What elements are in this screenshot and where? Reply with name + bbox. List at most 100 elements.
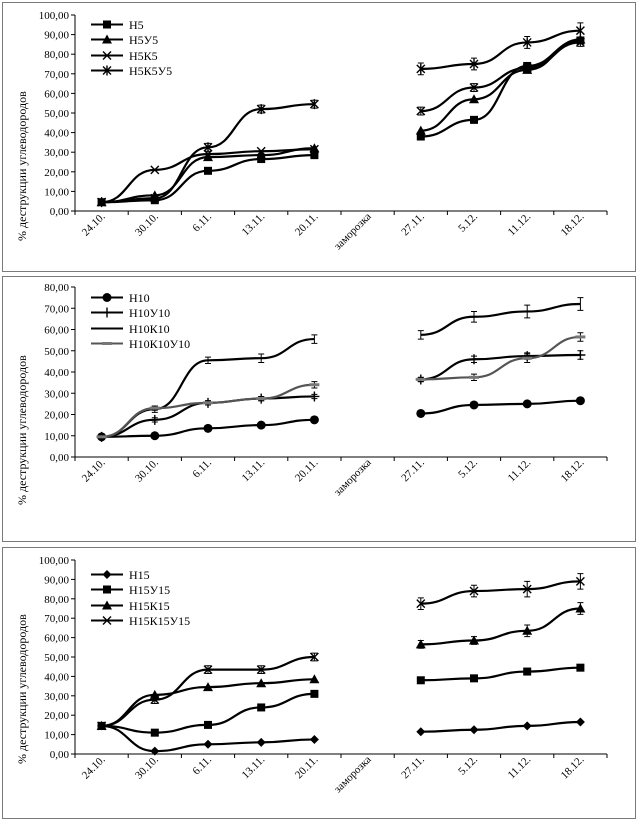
series-line <box>420 580 581 605</box>
data-point <box>204 720 212 729</box>
y-tick-label: 70,00 <box>44 69 69 81</box>
x-tick-label: 18.12. <box>559 210 587 238</box>
data-point <box>256 104 266 115</box>
chart-panel-top: 0,00 10,00 20,00 30,00 40,00 50,00 60,00 70,00 8… <box>2 2 636 272</box>
y-tick-label: 0,00 <box>50 206 70 218</box>
error-bar <box>205 356 211 364</box>
x-tick-label: 18.12. <box>559 456 587 484</box>
series-line <box>420 607 581 646</box>
data-point <box>575 37 585 47</box>
data-point <box>522 584 532 594</box>
x-tick-label: 11.12. <box>506 753 534 781</box>
data-point <box>256 150 267 160</box>
data-point <box>469 586 479 596</box>
series-Н15К15 <box>96 602 586 730</box>
y-axis-label: % деструкции углеводородов <box>15 614 29 764</box>
y-tick-label: 30,00 <box>44 691 69 703</box>
data-point <box>575 25 585 36</box>
legend-label: Н10К10У10 <box>129 337 191 352</box>
x-tick-label: заморозка <box>332 754 374 796</box>
legend-label: Н15К15 <box>129 598 170 613</box>
legend-symbol <box>91 293 123 302</box>
data-point <box>416 599 426 609</box>
chart-panel-bottom: 0,00 10,00 20,00 30,00 40,00 50,00 60,00 70,00 8… <box>2 547 636 819</box>
y-tick-label: 0,00 <box>50 452 70 464</box>
legend-symbol <box>91 50 123 60</box>
data-point <box>522 37 532 48</box>
x-tick-label: 18.12. <box>559 753 587 781</box>
data-point <box>470 674 478 683</box>
legend-marker <box>102 307 112 318</box>
data-point <box>416 63 426 74</box>
error-bar <box>471 310 477 323</box>
error-bar <box>311 334 318 344</box>
y-tick-label: 50,00 <box>44 652 69 664</box>
x-tick-label: 27.11. <box>399 210 427 238</box>
y-tick-label: 30,00 <box>44 147 69 159</box>
x-tick-label: 13.11. <box>240 456 268 484</box>
data-point <box>204 166 212 175</box>
data-point <box>150 431 160 441</box>
y-axis-label: % деструкции углеводородов <box>15 91 29 241</box>
legend-label: Н5К5У5 <box>129 64 173 79</box>
x-tick-label: 20.11. <box>293 753 321 781</box>
series-line <box>420 335 581 381</box>
error-bar <box>417 330 424 340</box>
legend-symbol <box>91 34 123 44</box>
x-tick-label: 24.10. <box>80 456 108 484</box>
series-line <box>101 148 315 204</box>
x-tick-label: 5.12. <box>456 753 480 777</box>
y-tick-label: 30,00 <box>44 388 69 400</box>
y-tick-label: 50,00 <box>44 108 69 120</box>
error-bar <box>577 297 584 311</box>
series-Н15У15 <box>97 663 585 737</box>
series-Н5У5 <box>96 34 586 207</box>
data-point <box>309 652 319 662</box>
data-point <box>97 197 107 208</box>
data-point <box>469 83 479 93</box>
data-point <box>256 737 266 747</box>
series-line <box>420 29 581 70</box>
series-Н10У10 <box>96 350 586 442</box>
y-tick-label: 0,00 <box>50 749 70 761</box>
legend-symbol <box>91 585 123 594</box>
y-tick-label: 80,00 <box>44 594 69 606</box>
data-point <box>310 689 319 698</box>
data-point <box>150 165 160 175</box>
x-tick-label: 30.10. <box>133 456 161 484</box>
y-tick-label: 100,00 <box>39 555 70 567</box>
y-tick-label: 10,00 <box>44 186 69 198</box>
legend-symbol <box>91 65 123 76</box>
data-point <box>575 350 586 360</box>
x-tick-label: заморозка <box>332 211 374 253</box>
data-point <box>416 676 425 685</box>
y-tick-label: 70,00 <box>44 613 69 625</box>
data-point <box>256 678 267 688</box>
x-tick-label: 24.10. <box>80 753 108 781</box>
data-point <box>150 728 159 737</box>
data-point <box>416 727 426 737</box>
legend-label: Н10У10 <box>129 306 171 321</box>
legend-marker <box>103 585 111 594</box>
x-tick-label: 6.11. <box>190 456 214 480</box>
series-line <box>420 666 581 682</box>
data-point <box>203 152 213 162</box>
x-tick-label: 30.10. <box>133 753 161 781</box>
legend-label: Н10К10 <box>129 321 170 336</box>
data-point <box>470 115 478 124</box>
error-bar <box>524 304 531 319</box>
y-tick-label: 20,00 <box>44 410 69 422</box>
legend-symbol <box>91 327 123 330</box>
series-line <box>420 399 581 415</box>
legend-symbol <box>91 20 123 29</box>
data-point <box>469 354 479 365</box>
x-tick-label: заморозка <box>332 457 374 499</box>
chart-bottom: 0,00 10,00 20,00 30,00 40,00 50,00 60,00 70,00 8… <box>39 555 608 796</box>
data-point <box>522 625 533 635</box>
data-point <box>309 99 319 110</box>
x-tick-label: 13.11. <box>240 210 268 238</box>
data-point <box>469 94 479 104</box>
legend-marker <box>103 20 111 29</box>
legend-marker <box>102 34 112 44</box>
series-line <box>101 337 315 438</box>
